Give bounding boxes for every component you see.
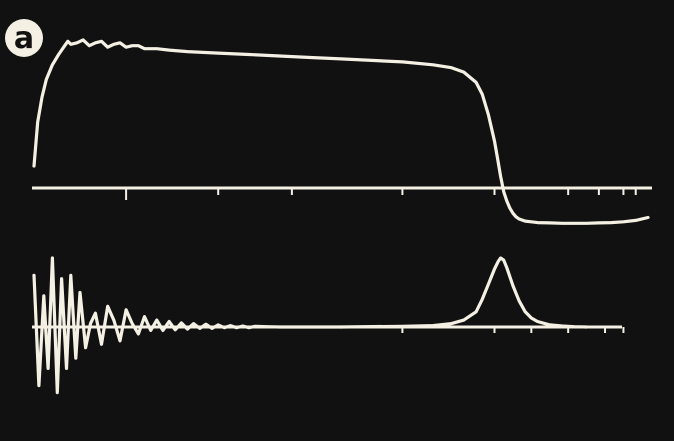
panel-badge-circle (5, 19, 43, 57)
series-line-1 (32, 38, 650, 225)
panel-label: a (14, 21, 34, 56)
series-line-1 (32, 256, 343, 395)
series-line-2 (339, 256, 589, 329)
upper-trace-chart (32, 38, 652, 225)
lower-trace-chart (32, 256, 625, 395)
panel-badge: a (5, 19, 43, 57)
